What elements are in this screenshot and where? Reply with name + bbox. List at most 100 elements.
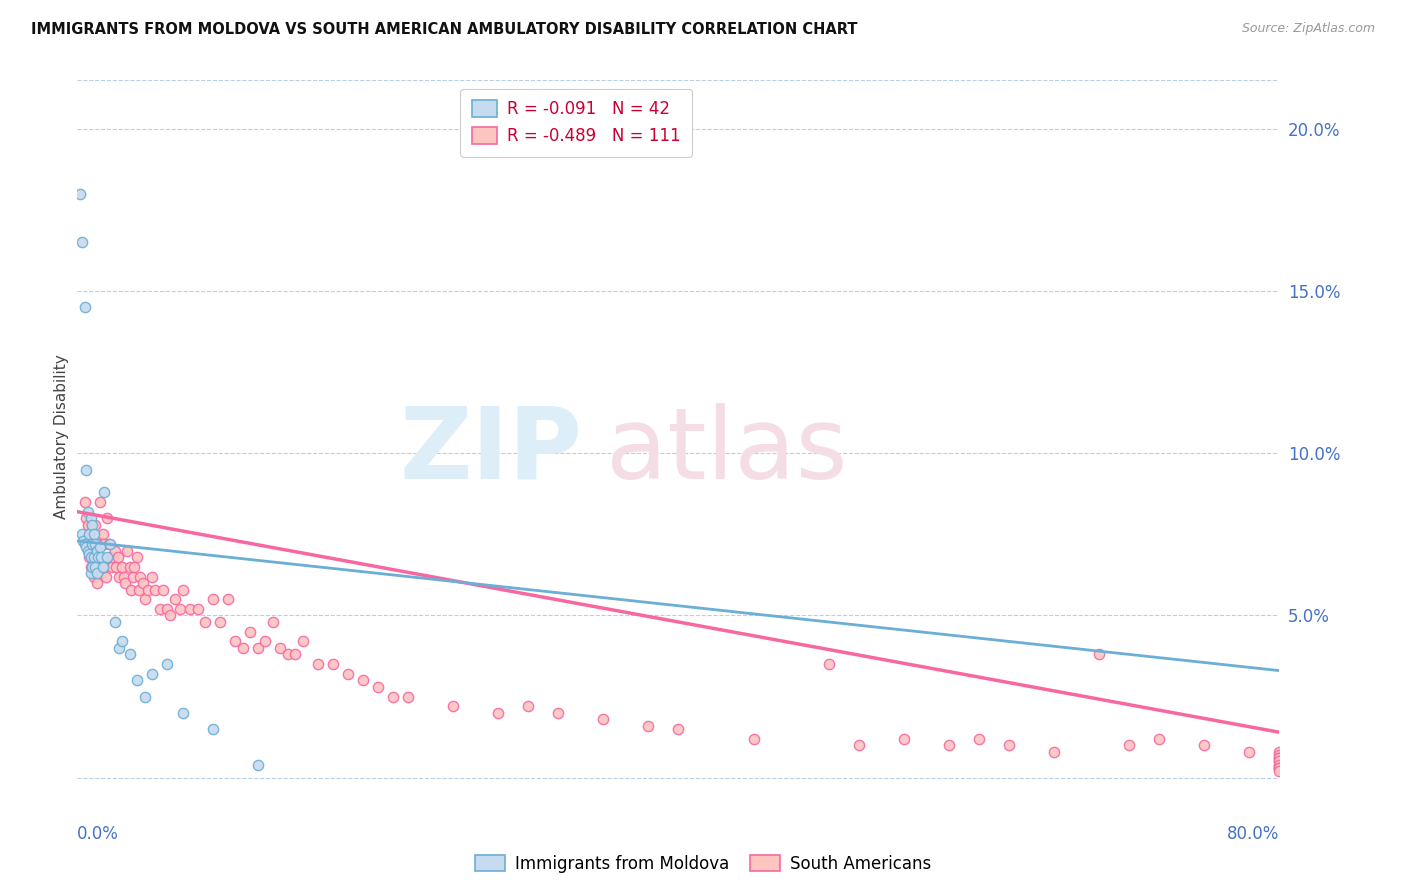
- Y-axis label: Ambulatory Disability: Ambulatory Disability: [53, 355, 69, 519]
- Point: [87, 550, 110, 565]
- Point: [1268, 761, 1291, 775]
- Point: [80, 511, 103, 525]
- Point: [217, 592, 239, 607]
- Point: [112, 569, 135, 583]
- Point: [111, 634, 134, 648]
- Point: [277, 648, 299, 662]
- Point: [76, 537, 98, 551]
- Point: [1268, 755, 1291, 769]
- Point: [75, 462, 97, 476]
- Point: [73, 301, 96, 315]
- Point: [80, 537, 103, 551]
- Point: [70, 527, 93, 541]
- Point: [239, 624, 262, 639]
- Point: [381, 690, 404, 704]
- Point: [1043, 745, 1066, 759]
- Point: [1268, 757, 1291, 772]
- Point: [89, 495, 111, 509]
- Point: [86, 576, 108, 591]
- Point: [396, 690, 419, 704]
- Point: [132, 576, 155, 591]
- Text: ZIP: ZIP: [399, 403, 582, 500]
- Point: [209, 615, 232, 629]
- Text: 0.0%: 0.0%: [77, 825, 120, 843]
- Point: [129, 569, 152, 583]
- Point: [100, 550, 122, 565]
- Point: [187, 602, 209, 616]
- Point: [124, 559, 146, 574]
- Point: [637, 719, 659, 733]
- Point: [1268, 751, 1291, 765]
- Point: [145, 582, 167, 597]
- Point: [75, 541, 97, 555]
- Point: [352, 673, 374, 688]
- Point: [179, 602, 201, 616]
- Point: [83, 550, 105, 565]
- Point: [134, 592, 156, 607]
- Point: [69, 186, 91, 201]
- Point: [742, 731, 765, 746]
- Point: [848, 738, 870, 752]
- Point: [136, 582, 159, 597]
- Point: [967, 731, 990, 746]
- Point: [172, 706, 194, 720]
- Point: [86, 566, 108, 581]
- Point: [89, 541, 111, 555]
- Point: [114, 576, 136, 591]
- Point: [87, 537, 110, 551]
- Point: [592, 712, 614, 726]
- Point: [1268, 761, 1291, 775]
- Point: [79, 527, 101, 541]
- Point: [108, 640, 131, 655]
- Point: [108, 569, 131, 583]
- Point: [141, 666, 163, 681]
- Point: [152, 582, 174, 597]
- Point: [262, 615, 284, 629]
- Point: [336, 666, 359, 681]
- Point: [76, 543, 98, 558]
- Point: [172, 582, 194, 597]
- Point: [1268, 757, 1291, 772]
- Point: [84, 559, 107, 574]
- Point: [118, 559, 141, 574]
- Point: [73, 537, 96, 551]
- Text: 80.0%: 80.0%: [1227, 825, 1279, 843]
- Point: [97, 537, 120, 551]
- Point: [322, 657, 344, 672]
- Point: [82, 517, 104, 532]
- Point: [1194, 738, 1216, 752]
- Point: [284, 648, 307, 662]
- Point: [79, 550, 101, 565]
- Point: [82, 537, 104, 551]
- Legend: R = -0.091   N = 42, R = -0.489   N = 111: R = -0.091 N = 42, R = -0.489 N = 111: [460, 88, 692, 157]
- Point: [1268, 761, 1291, 775]
- Point: [232, 640, 254, 655]
- Point: [1118, 738, 1140, 752]
- Point: [79, 527, 101, 541]
- Point: [91, 559, 114, 574]
- Point: [86, 566, 108, 581]
- Point: [1268, 764, 1291, 779]
- Point: [96, 550, 118, 565]
- Point: [91, 527, 114, 541]
- Point: [93, 537, 115, 551]
- Point: [269, 640, 291, 655]
- Point: [156, 657, 179, 672]
- Point: [163, 592, 186, 607]
- Point: [80, 559, 103, 574]
- Point: [80, 550, 103, 565]
- Point: [1149, 731, 1171, 746]
- Point: [83, 569, 105, 583]
- Point: [998, 738, 1021, 752]
- Point: [105, 559, 128, 574]
- Point: [307, 657, 329, 672]
- Point: [103, 550, 125, 565]
- Point: [90, 550, 112, 565]
- Point: [86, 543, 108, 558]
- Point: [169, 602, 191, 616]
- Point: [93, 485, 115, 500]
- Point: [1268, 751, 1291, 765]
- Point: [118, 648, 141, 662]
- Point: [128, 582, 150, 597]
- Text: IMMIGRANTS FROM MOLDOVA VS SOUTH AMERICAN AMBULATORY DISABILITY CORRELATION CHAR: IMMIGRANTS FROM MOLDOVA VS SOUTH AMERICA…: [31, 22, 858, 37]
